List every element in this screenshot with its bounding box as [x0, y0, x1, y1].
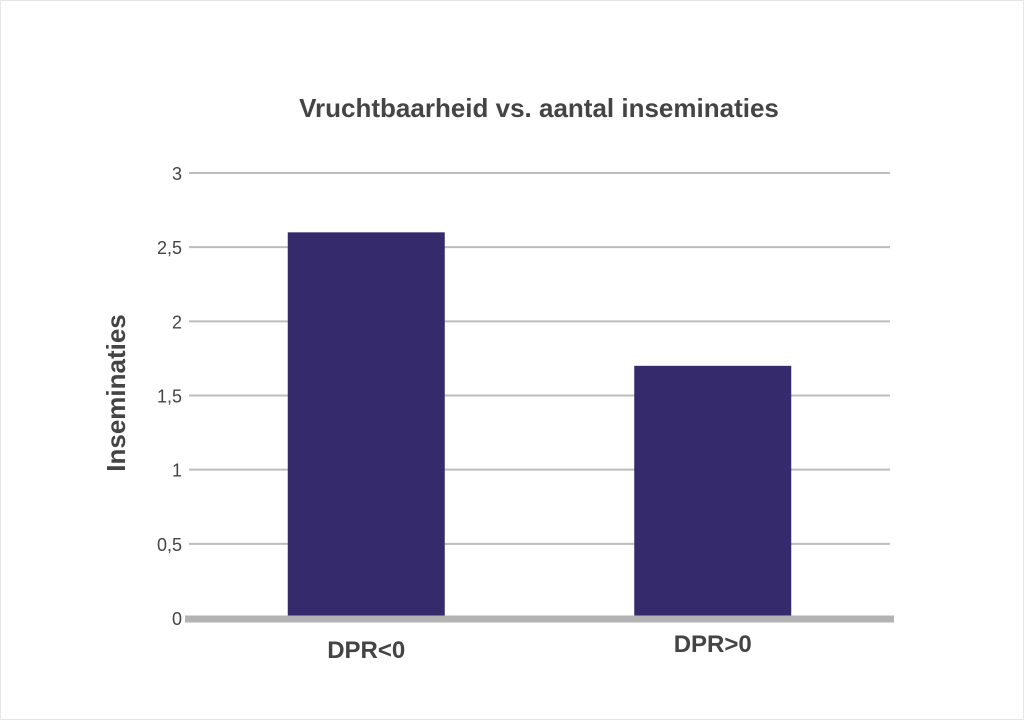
bar [287, 232, 445, 619]
axes: 0 0,5 1 1,5 2 2,5 3 DPR<0 DPR>0 [157, 164, 894, 664]
x-category-label: DPR<0 [327, 637, 405, 664]
y-tick-label: 3 [172, 164, 182, 184]
bar [634, 365, 792, 618]
y-axis-title: Inseminaties [101, 314, 131, 472]
y-tick-label: 1 [172, 461, 182, 481]
y-tick-label: 1,5 [157, 387, 182, 407]
chart-title: Vruchtbaarheid vs. aantal inseminaties [299, 93, 779, 123]
bars [287, 232, 792, 619]
x-category-label: DPR>0 [674, 631, 752, 658]
y-tick-label: 2,5 [157, 238, 182, 258]
y-tick-label: 0,5 [157, 535, 182, 555]
y-tick-label: 0 [172, 609, 182, 629]
y-tick-label: 2 [172, 312, 182, 332]
